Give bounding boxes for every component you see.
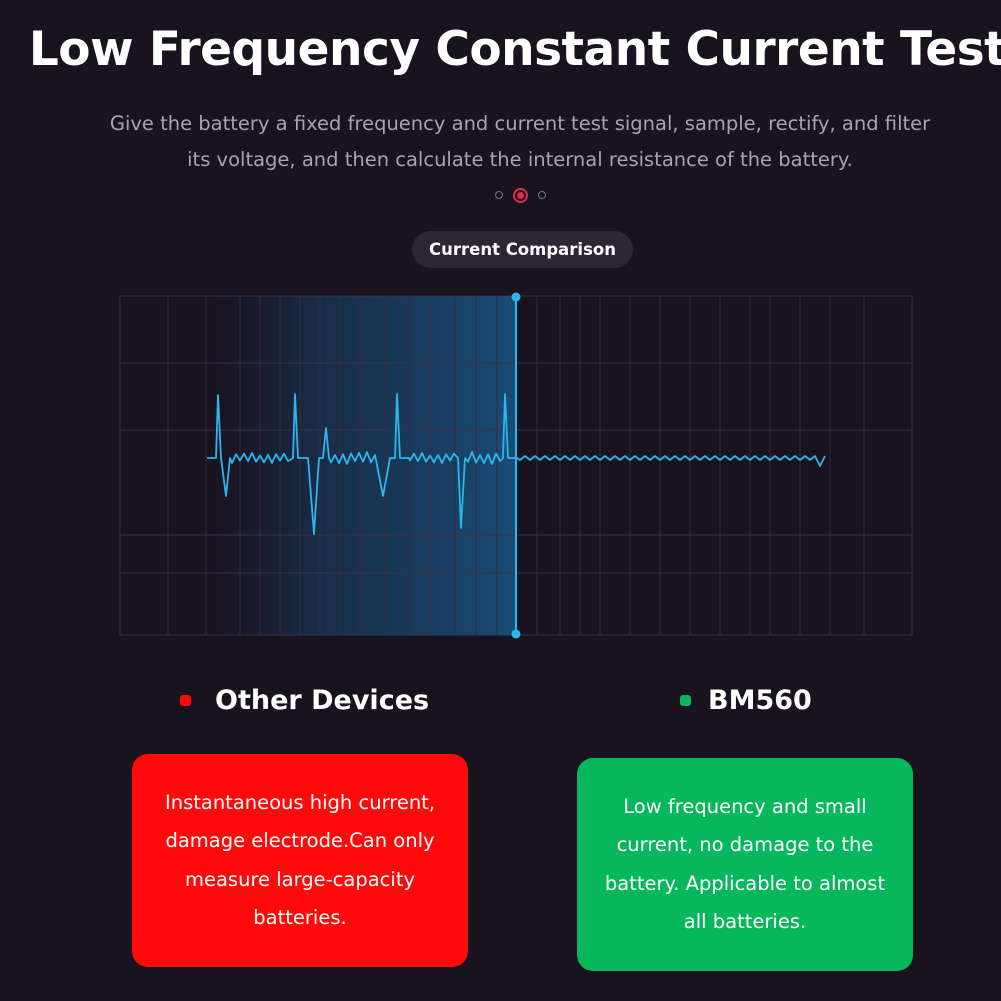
- legend-other-devices-label: Other Devices: [215, 684, 430, 716]
- divider-handle-bottom: [511, 629, 521, 639]
- carousel-dots: [0, 187, 1001, 203]
- page-title: Low Frequency Constant Current Test: [28, 22, 1001, 77]
- bm560-description: Low frequency and small current, no dama…: [604, 794, 886, 934]
- chart-grid: [120, 296, 912, 635]
- legend-bm560: BM560: [680, 680, 812, 720]
- comparison-label: Current Comparison: [412, 231, 633, 268]
- legend-red-marker: [180, 694, 191, 706]
- legend-green-marker: [680, 694, 691, 706]
- carousel-dot-1[interactable]: [494, 191, 503, 199]
- current-waveform: [207, 393, 826, 535]
- legend-other-devices: Other Devices: [180, 680, 429, 720]
- divider-handle-top: [511, 292, 521, 302]
- bm560-card: Low frequency and small current, no dama…: [577, 758, 913, 971]
- legend-bm560-label: BM560: [708, 684, 812, 716]
- other-devices-card: Instantaneous high current, damage elect…: [132, 754, 468, 967]
- highlight-region: [206, 296, 516, 635]
- carousel-dot-3[interactable]: [537, 191, 546, 199]
- carousel-dot-2-active[interactable]: [512, 187, 528, 203]
- other-devices-description: Instantaneous high current, damage elect…: [164, 790, 436, 930]
- page-subtitle: Give the battery a fixed frequency and c…: [109, 112, 931, 171]
